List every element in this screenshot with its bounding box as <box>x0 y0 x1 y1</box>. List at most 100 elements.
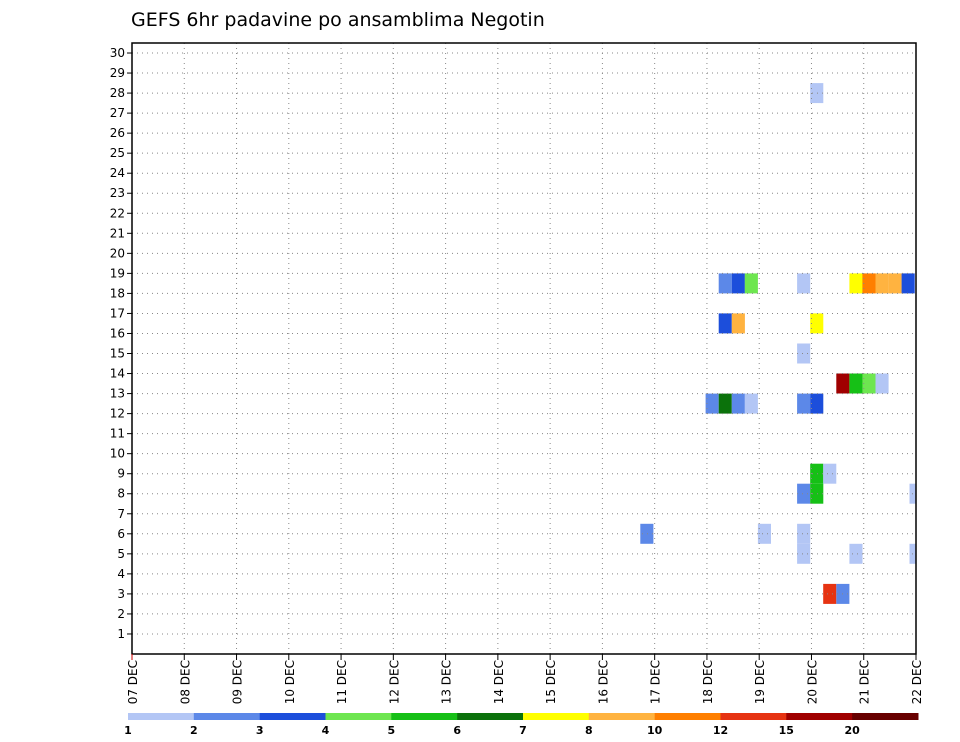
heatmap-cell <box>875 373 889 394</box>
x-tick-label: 11 DEC <box>335 660 349 704</box>
heatmap-cell <box>705 393 719 414</box>
heatmap-cell <box>797 483 811 504</box>
heatmap-cell <box>718 273 732 294</box>
heatmap-cell <box>744 393 758 414</box>
heatmap-cell <box>810 313 824 334</box>
x-tick-label: 12 DEC <box>387 660 401 704</box>
heatmap-cell <box>810 463 824 484</box>
legend-swatch <box>457 713 524 720</box>
x-tick-label: 09 DEC <box>231 660 245 704</box>
y-tick-label: 20 <box>110 246 125 260</box>
legend-label: 3 <box>256 724 264 737</box>
y-tick-label: 11 <box>110 427 125 441</box>
heatmap-cell <box>849 273 863 294</box>
heatmap-cell <box>875 273 889 294</box>
y-tick-label: 2 <box>117 607 125 621</box>
legend-swatch <box>852 713 919 720</box>
heatmap-cell <box>797 543 811 564</box>
y-tick-label: 27 <box>110 106 125 120</box>
y-tick-label: 25 <box>110 146 125 160</box>
legend-swatch <box>654 713 721 720</box>
legend-swatch <box>128 713 195 720</box>
x-tick-label: 16 DEC <box>596 660 610 704</box>
heatmap-cell <box>901 273 915 294</box>
x-tick-label: 22 DEC <box>910 660 924 704</box>
plot-frame <box>131 42 917 655</box>
y-tick-label: 7 <box>117 507 125 521</box>
legend-swatch <box>325 713 392 720</box>
y-tick-label: 8 <box>117 487 125 501</box>
y-tick-label: 3 <box>117 587 125 601</box>
y-tick-label: 17 <box>110 306 125 320</box>
legend-label: 5 <box>387 724 395 737</box>
heatmap-cell <box>862 273 876 294</box>
x-tick-label: 17 DEC <box>649 660 663 704</box>
y-tick-label: 23 <box>110 186 125 200</box>
y-tick-label: 4 <box>117 567 125 581</box>
x-tick-label: 14 DEC <box>492 660 506 704</box>
y-tick-label: 12 <box>110 407 125 421</box>
legend-swatch <box>786 713 853 720</box>
x-tick-label: 18 DEC <box>701 660 715 704</box>
heatmap-cell <box>797 393 811 414</box>
y-tick-label: 16 <box>110 326 125 340</box>
heatmap-cell <box>797 273 811 294</box>
y-tick-label: 5 <box>117 547 125 561</box>
legend-label: 12 <box>713 724 728 737</box>
heatmap-cell <box>797 523 811 544</box>
legend-swatch <box>588 713 656 720</box>
heatmap-cell <box>810 483 824 504</box>
heatmap-cell <box>836 373 850 394</box>
heatmap-cell <box>744 273 758 294</box>
x-tick-label: 19 DEC <box>753 660 767 704</box>
y-tick-label: 13 <box>110 387 125 401</box>
y-tick-label: 15 <box>110 347 125 361</box>
heatmap-cell <box>810 393 824 414</box>
legend-label: 6 <box>453 724 461 737</box>
y-tick-label: 1 <box>117 627 125 641</box>
y-axis: 1234567891011121314151617181920212223242… <box>110 46 132 641</box>
grid-layer <box>132 43 916 654</box>
legend-label: 7 <box>519 724 527 737</box>
heatmap-cell <box>640 523 654 544</box>
legend-swatch <box>523 713 590 720</box>
heatmap-cell <box>718 313 732 334</box>
cells-layer <box>640 83 916 604</box>
x-tick-label: 21 DEC <box>858 660 872 704</box>
y-tick-label: 19 <box>110 266 125 280</box>
heatmap-cell <box>823 583 837 604</box>
y-tick-label: 21 <box>110 226 125 240</box>
y-tick-label: 10 <box>110 447 125 461</box>
heatmap-cell <box>849 543 863 564</box>
heatmap-cell <box>718 393 732 414</box>
legend-label: 1 <box>124 724 132 737</box>
heatmap-cell <box>810 83 824 104</box>
legend-label: 20 <box>845 724 861 737</box>
y-tick-label: 30 <box>110 46 125 60</box>
y-tick-label: 18 <box>110 286 125 300</box>
x-tick-label: 20 DEC <box>805 660 819 704</box>
y-tick-label: 22 <box>110 206 125 220</box>
heatmap-cell <box>823 463 837 484</box>
legend-swatch <box>391 713 458 720</box>
x-tick-label: 15 DEC <box>544 660 558 704</box>
y-tick-label: 29 <box>110 66 125 80</box>
legend-label: 8 <box>585 724 593 737</box>
heatmap-cell <box>862 373 876 394</box>
x-tick-label: 07 DEC <box>126 660 140 704</box>
heatmap-cell <box>797 343 811 364</box>
y-tick-label: 9 <box>117 467 125 481</box>
legend-swatch <box>720 713 787 720</box>
legend-swatch <box>193 713 261 720</box>
heatmap-cell <box>731 393 745 414</box>
x-axis: 07 DEC 08 DEC 09 DEC 10 DEC 11 DEC 12 DEC 13 D… <box>126 654 924 704</box>
heatmap-cell <box>888 273 902 294</box>
legend-label: 10 <box>647 724 663 737</box>
y-tick-label: 14 <box>110 367 125 381</box>
chart-title: GEFS 6hr padavine po ansamblima Negotin <box>131 9 545 31</box>
x-tick-label: 13 DEC <box>440 660 454 704</box>
legend-label: 4 <box>322 724 330 737</box>
heatmap-cell <box>849 373 863 394</box>
heatmap-cell <box>731 273 745 294</box>
